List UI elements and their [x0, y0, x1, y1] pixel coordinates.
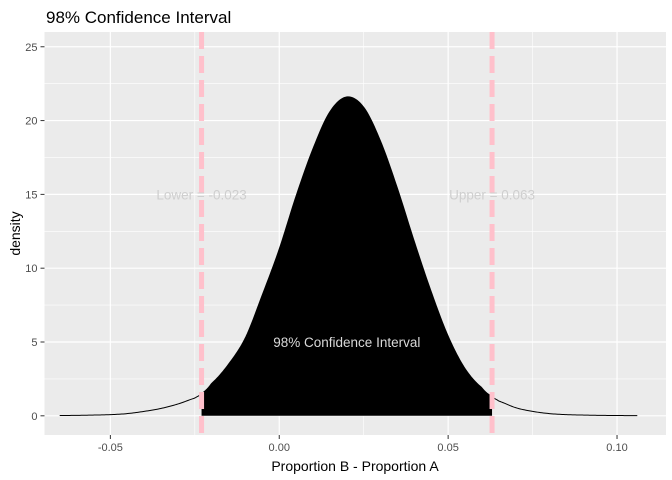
x-tick-label: 0.00: [269, 442, 290, 454]
axes: -0.05 0.00 0.05 0.10 0 5 10 15 20 25: [25, 42, 627, 454]
x-tick-label: 0.10: [606, 442, 627, 454]
y-tick-label: 10: [25, 263, 37, 275]
y-tick-label: 20: [25, 116, 37, 128]
interval-area: [201, 96, 493, 416]
interval-center-label: 98% Confidence Interval: [273, 335, 420, 350]
y-tick-label: 15: [25, 189, 37, 201]
y-axis-title: density: [7, 211, 23, 255]
plot-marks: Lower = -0.023 Upper = 0.063 98% Confidenc…: [59, 32, 638, 435]
x-tick-label: 0.05: [437, 442, 458, 454]
lower-bound-label: Lower = -0.023: [156, 187, 246, 202]
chart-title: 98% Confidence Interval: [46, 8, 231, 27]
y-tick-label: 5: [31, 337, 37, 349]
density-line: [59, 96, 638, 417]
y-tick-label: 0: [31, 411, 37, 423]
y-tick-label: 25: [25, 42, 37, 54]
upper-bound-label: Upper = 0.063: [449, 187, 535, 202]
x-axis-title: Proportion B - Proportion A: [271, 458, 439, 474]
x-tick-label: -0.05: [98, 442, 123, 454]
